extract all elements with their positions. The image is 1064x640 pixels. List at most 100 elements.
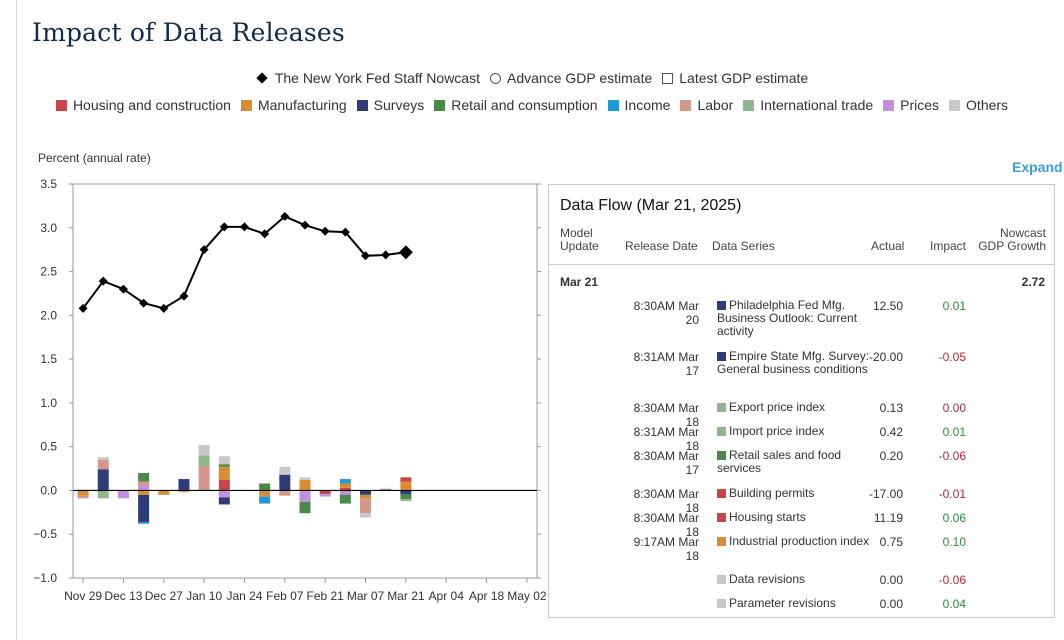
legend-trade[interactable]: International trade [743,97,873,113]
bar-segment-income [339,479,351,484]
nowcast-point [398,245,413,260]
bar-segment-others [97,457,109,460]
data-series-name: Building permits [729,486,815,500]
bar-segment-others [279,466,291,475]
impact-value: -0.01 [938,487,966,501]
legend-income[interactable]: Income [607,97,671,113]
group-date: Mar 21 [560,275,599,289]
plot-frame [72,183,538,579]
nowcast-point [381,250,391,260]
legend-label: Others [966,97,1009,113]
release-time: 8:30AM Mar 18 [633,487,699,515]
legend-housing[interactable]: Housing and construction [55,97,231,113]
legend-item-0[interactable]: The New York Fed Staff Nowcast [256,70,480,86]
legend-labor[interactable]: Labor [680,97,733,113]
category-swatch [717,451,726,460]
bar-segment-others [198,444,210,456]
release-time: 8:31AM Mar 18 [633,425,699,453]
actual-value: 0.00 [879,597,903,611]
actual-value: 12.50 [872,299,903,313]
release-time: 8:30AM Mar 18 [633,401,699,429]
impact-value: -0.06 [938,573,966,587]
bar-segment-manufacturing [259,490,271,497]
bar-segment-trade [97,490,109,499]
data-series-name: Empire State Mfg. Survey: General busine… [717,349,870,376]
circle-marker-icon [490,72,501,84]
data-series-name: Retail sales and food services [717,448,842,475]
category-swatch [717,301,726,310]
legend-manufacturing[interactable]: Manufacturing [240,97,347,113]
bar-segment-retail [339,494,351,504]
bar-segment-prices [380,488,392,490]
legend-item-1[interactable]: Advance GDP estimate [490,70,652,86]
nowcast-point [280,211,290,221]
y-tick-label: 3.5 [40,177,57,191]
bar-segment-surveys [279,474,291,491]
legend-label: Advance GDP estimate [507,70,653,86]
bar-segment-trade [400,499,412,501]
bar-segment-prices [299,490,311,502]
bar-segment-manufacturing [299,479,311,491]
legend-label: Housing and construction [72,97,231,113]
bar-segment-income [259,496,271,504]
legend-swatch [883,99,895,111]
bar-segment-surveys [138,494,150,522]
header-data-series: Data Series [712,239,775,253]
nowcast-point [179,291,189,301]
expand-button[interactable]: Expand [1012,159,1063,175]
legend-swatch [356,99,368,111]
y-axis-label: Percent (annual rate) [38,151,151,165]
y-tick-label: 0.5 [40,440,57,454]
legend-retail[interactable]: Retail and consumption [434,97,598,113]
actual-value: 0.20 [879,449,903,463]
nowcast-point [139,298,149,308]
legend-swatch [949,99,961,111]
bar-segment-housing [319,490,331,494]
bar-segment-surveys [178,479,190,491]
data-series-name: Parameter revisions [729,596,836,610]
x-tick-label: Dec 13 [104,589,142,603]
bar-segment-retail [400,493,412,500]
nowcast-point [98,276,108,286]
actual-value: -20.00 [868,350,903,364]
legend-label: Latest GDP estimate [679,70,809,86]
bar-segment-trade [198,455,210,466]
nowcast-point [361,251,371,261]
legend-label: International trade [760,97,874,113]
x-tick-label: Feb 07 [266,589,304,603]
release-time: 8:31AM Mar 17 [633,350,699,378]
bar-segment-manufacturing [138,490,150,495]
legend-prices[interactable]: Prices [883,97,939,113]
legend-item-2[interactable]: Latest GDP estimate [662,70,808,86]
data-series-name: Philadelphia Fed Mfg. Business Outlook: … [717,298,858,338]
legend-surveys[interactable]: Surveys [356,97,424,113]
data-flow-title: Data Flow (Mar 21, 2025) [560,197,742,214]
actual-value: 11.19 [873,511,903,525]
legend-label: Income [624,97,671,113]
impact-value: 0.00 [942,401,966,415]
bar-segment-manufacturing [360,494,372,499]
bar-segment-labor [178,490,190,493]
y-tick-label: −1.0 [33,571,57,585]
bar-segment-retail [138,472,150,482]
data-series-name: Industrial production index [729,534,870,548]
impact-value: 0.10 [942,535,966,549]
bar-segment-labor [360,498,372,514]
legend-swatch [55,99,67,111]
bar-segment-others [360,513,372,518]
bar-segment-prices [138,486,150,491]
bar-segment-labor [279,490,291,496]
nowcast-point [118,284,128,294]
actual-value: -17.00 [868,487,903,501]
legend-label: Prices [900,97,940,113]
x-tick-label: Nov 29 [64,589,102,603]
data-series-name: Data revisions [729,572,806,586]
legend-others[interactable]: Others [949,97,1008,113]
impact-value: 0.01 [942,425,966,439]
impact-value: 0.04 [942,597,966,611]
bar-segment-manufacturing [400,481,412,491]
diamond-marker-icon [256,72,268,84]
x-tick-label: Feb 21 [306,589,344,603]
nowcast-point [219,222,229,232]
